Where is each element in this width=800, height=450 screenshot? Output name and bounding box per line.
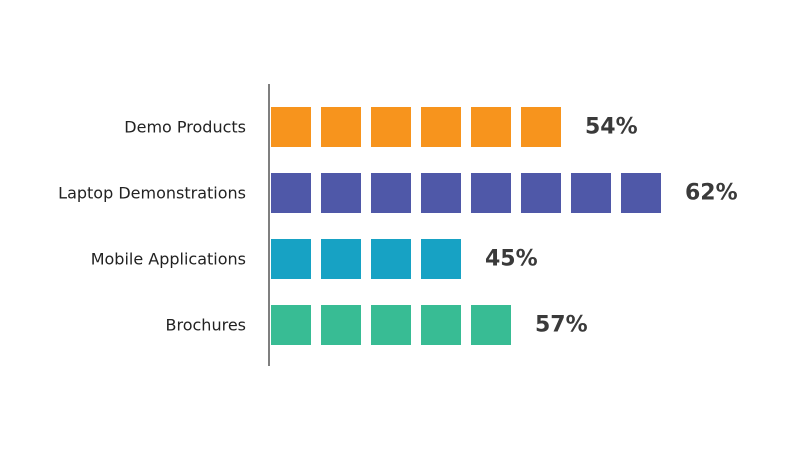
bar-square: [271, 107, 311, 147]
bar-square: [521, 173, 561, 213]
bar-square: [521, 107, 561, 147]
bar-square: [271, 305, 311, 345]
value-label: 54%: [585, 115, 638, 140]
bar-square: [371, 239, 411, 279]
bar-square: [321, 239, 361, 279]
bar-square: [321, 173, 361, 213]
category-label: Mobile Applications: [91, 250, 246, 269]
bar-square: [571, 173, 611, 213]
bar-square: [471, 173, 511, 213]
bar-square: [421, 173, 461, 213]
category-label: Brochures: [166, 316, 246, 335]
value-label: 45%: [485, 247, 538, 272]
bar-square: [421, 107, 461, 147]
chart-rows: Demo Products 54% Laptop Demonstrations 62%…: [58, 107, 738, 345]
bar-square: [421, 305, 461, 345]
bar-square: [271, 173, 311, 213]
bar-square: [321, 305, 361, 345]
bar-square: [421, 239, 461, 279]
bar-square: [371, 173, 411, 213]
value-label: 62%: [685, 181, 738, 206]
bar-square: [271, 239, 311, 279]
bar-square: [621, 173, 661, 213]
category-label: Demo Products: [124, 118, 246, 137]
bar-square: [471, 107, 511, 147]
bar-square: [471, 305, 511, 345]
category-label: Laptop Demonstrations: [58, 184, 246, 203]
bar-square: [371, 305, 411, 345]
bar-square: [371, 107, 411, 147]
bar-square: [321, 107, 361, 147]
value-label: 57%: [535, 313, 588, 338]
